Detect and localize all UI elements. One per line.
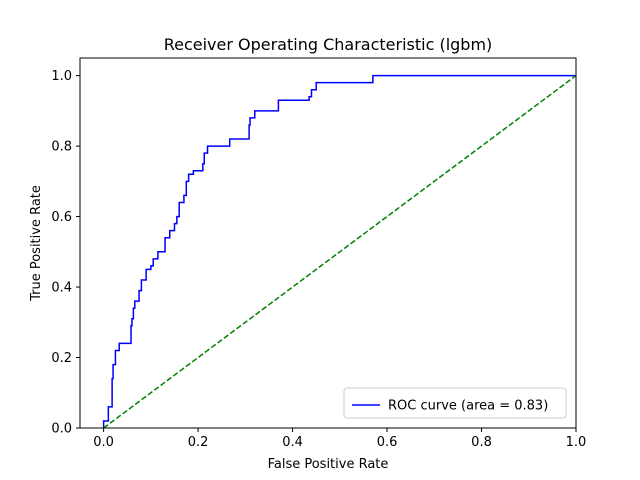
x-tick-label: 0.6: [377, 435, 398, 450]
y-tick-label: 0.4: [51, 281, 72, 296]
y-tick-label: 0.0: [51, 422, 72, 437]
x-tick-label: 1.0: [566, 435, 587, 450]
plot-frame: [79, 57, 577, 429]
legend: ROC curve (area = 0.83): [343, 387, 567, 419]
y-tick-label: 0.2: [51, 351, 72, 366]
y-tick-label: 0.6: [51, 210, 72, 225]
roc-curve-line: [102, 74, 576, 428]
x-tick-label: 0.4: [282, 435, 303, 450]
y-tick-label: 0.8: [51, 140, 72, 155]
chance-diagonal-line: [103, 75, 576, 428]
chart-title: Receiver Operating Characteristic (lgbm): [164, 35, 493, 54]
x-axis-label: False Positive Rate: [268, 457, 389, 472]
legend-label: ROC curve (area = 0.83): [388, 399, 548, 414]
y-axis-label: True Positive Rate: [29, 185, 44, 302]
y-tick-label: 1.0: [51, 69, 72, 84]
x-tick-label: 0.2: [188, 435, 209, 450]
x-tick-label: 0.8: [471, 435, 492, 450]
legend-box: [343, 387, 567, 419]
x-tick-label: 0.0: [93, 435, 114, 450]
